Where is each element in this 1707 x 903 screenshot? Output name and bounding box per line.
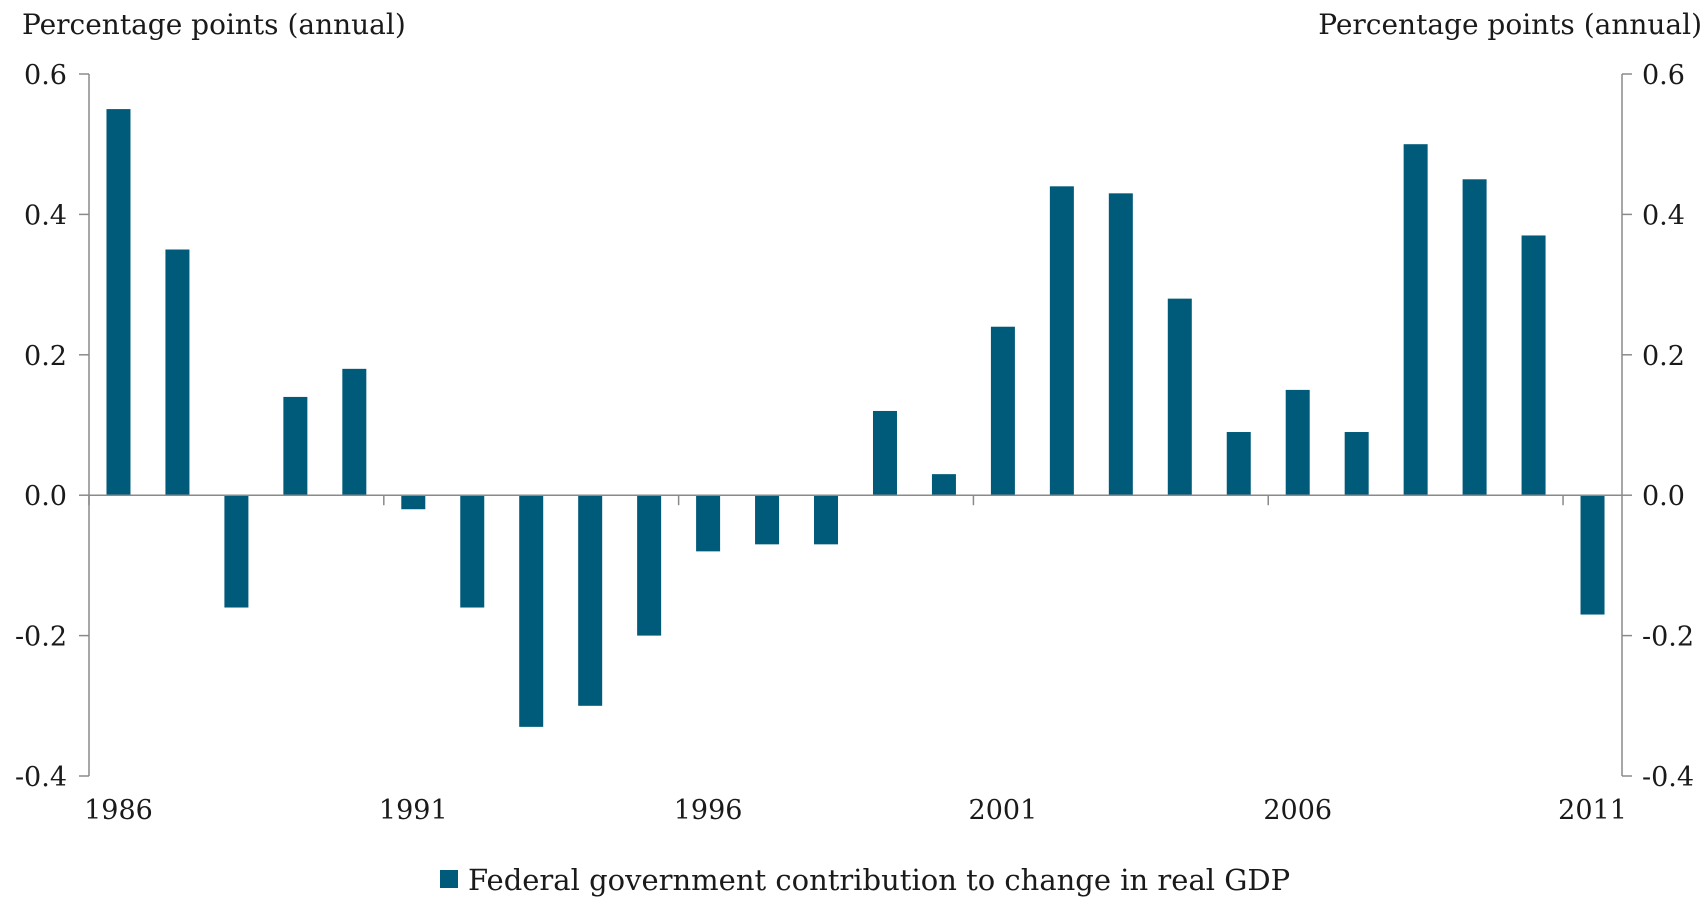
bar-2004 (1167, 298, 1192, 496)
bar-2007 (1344, 432, 1369, 496)
x-tick-label-2006: 2006 (1263, 795, 1332, 826)
left-y-tick-label: 0.4 (24, 200, 67, 231)
right-y-tick-label: 0.0 (1642, 481, 1685, 512)
left-y-tick-label: 0.0 (24, 481, 67, 512)
bar-1996 (696, 495, 721, 552)
bar-2009 (1462, 179, 1487, 496)
right-y-tick-label: 0.4 (1642, 200, 1685, 231)
bar-2011 (1580, 495, 1605, 615)
x-tick-label-2001: 2001 (969, 795, 1038, 826)
bar-2005 (1226, 432, 1251, 496)
bar-1995 (637, 495, 662, 636)
left-y-tick-label: -0.4 (15, 762, 67, 793)
left-y-tick-label: 0.6 (24, 60, 67, 91)
bar-2006 (1285, 389, 1310, 496)
bar-1997 (755, 495, 780, 545)
bar-1993 (519, 495, 544, 727)
bar-2001 (990, 326, 1015, 496)
bar-1998 (814, 495, 839, 545)
legend: Federal government contribution to chang… (440, 863, 1290, 897)
bar-1992 (460, 495, 485, 608)
bar-1999 (872, 410, 897, 496)
right-y-tick-label: -0.2 (1642, 622, 1694, 653)
bar-1991 (401, 495, 426, 510)
x-tick-label-1991: 1991 (379, 795, 448, 826)
bar-1986 (106, 109, 131, 496)
right-y-tick-label: 0.2 (1642, 341, 1685, 372)
left-y-axis: 0.6 0.4 0.2 0.0 -0.2 -0.4 (15, 60, 90, 793)
left-y-tick-label: 0.2 (24, 341, 67, 372)
x-tick-label-1986: 1986 (84, 795, 153, 826)
left-axis-title: Percentage points (annual) (22, 8, 406, 41)
left-y-tick-label: -0.2 (15, 622, 67, 653)
legend-swatch (440, 870, 458, 888)
bar-2002 (1049, 186, 1074, 496)
bar-1994 (578, 495, 603, 706)
bar-2010 (1521, 235, 1546, 496)
bar-2008 (1403, 144, 1428, 496)
x-axis: 1986 1991 1996 2001 2006 2011 (84, 494, 1627, 826)
bar-2003 (1108, 193, 1133, 496)
right-y-tick-label: 0.6 (1642, 60, 1685, 91)
right-y-axis: 0.6 0.4 0.2 0.0 -0.2 -0.4 (1621, 60, 1694, 793)
x-tick-label-1996: 1996 (674, 795, 743, 826)
bar-series (106, 109, 1605, 727)
x-tick-label-2011: 2011 (1558, 795, 1627, 826)
legend-label: Federal government contribution to chang… (468, 863, 1290, 897)
bar-1989 (283, 396, 308, 496)
right-axis-title: Percentage points (annual) (1318, 8, 1702, 41)
bar-1987 (165, 249, 190, 496)
bar-1990 (342, 368, 367, 496)
bar-1988 (224, 495, 249, 608)
right-y-tick-label: -0.4 (1642, 762, 1694, 793)
bar-2000 (931, 474, 956, 496)
